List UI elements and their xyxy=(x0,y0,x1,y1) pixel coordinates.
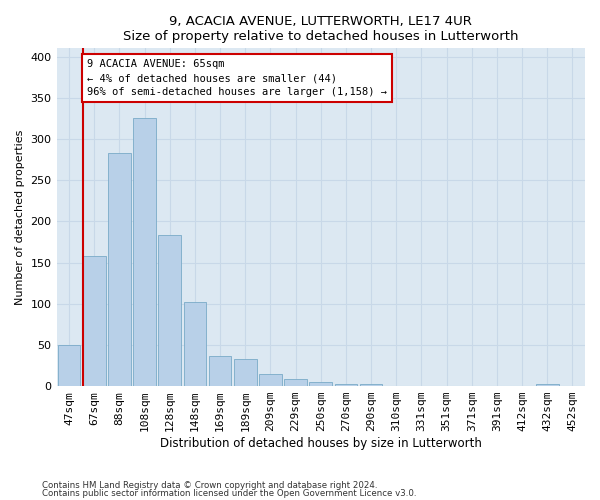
Bar xyxy=(360,384,382,386)
Bar xyxy=(536,384,559,386)
Title: 9, ACACIA AVENUE, LUTTERWORTH, LE17 4UR
Size of property relative to detached ho: 9, ACACIA AVENUE, LUTTERWORTH, LE17 4UR … xyxy=(123,15,518,43)
Bar xyxy=(108,153,131,386)
Bar xyxy=(58,345,80,386)
Text: Contains public sector information licensed under the Open Government Licence v3: Contains public sector information licen… xyxy=(42,489,416,498)
Bar xyxy=(259,374,282,386)
Bar xyxy=(133,118,156,386)
Bar xyxy=(335,384,357,386)
X-axis label: Distribution of detached houses by size in Lutterworth: Distribution of detached houses by size … xyxy=(160,437,482,450)
Text: Contains HM Land Registry data © Crown copyright and database right 2024.: Contains HM Land Registry data © Crown c… xyxy=(42,480,377,490)
Bar xyxy=(184,302,206,386)
Bar xyxy=(284,380,307,386)
Bar xyxy=(310,382,332,386)
Bar xyxy=(209,356,232,386)
Bar xyxy=(83,256,106,386)
Text: 9 ACACIA AVENUE: 65sqm
← 4% of detached houses are smaller (44)
96% of semi-deta: 9 ACACIA AVENUE: 65sqm ← 4% of detached … xyxy=(87,59,387,97)
Bar xyxy=(234,359,257,386)
Bar xyxy=(158,236,181,386)
Y-axis label: Number of detached properties: Number of detached properties xyxy=(15,130,25,305)
